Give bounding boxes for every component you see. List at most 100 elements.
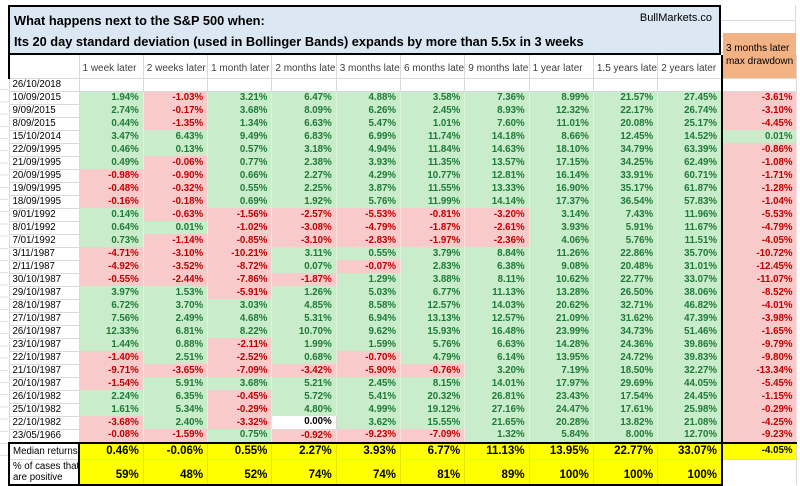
- return-cell: 39.86%: [657, 338, 723, 351]
- table-row: 26/10/2018: [9, 78, 798, 92]
- table-row: 23/10/1987 1.44% 0.88% -2.11% 1.99% 1.59% 5.76…: [9, 338, 798, 352]
- return-cell: 4.29%: [336, 169, 401, 182]
- row-date: 18/09/1995: [9, 195, 80, 209]
- return-cell: 2.40%: [143, 416, 209, 429]
- percent-positive-label: % of cases that are positive: [8, 459, 80, 486]
- return-cell: -0.98%: [79, 169, 144, 182]
- table-row: 3/11/1987 -4.71% -3.10% -10.21% 3.11% 0.55% 3.…: [9, 247, 798, 261]
- row-date: 15/10/2014: [9, 130, 80, 144]
- table-row: 26/10/1987 12.33% 6.81% 8.22% 10.70% 9.62% 15.…: [9, 325, 798, 339]
- return-cell: 19.12%: [400, 403, 466, 416]
- row-date: 22/10/1987: [9, 351, 80, 365]
- return-cell: [529, 78, 594, 92]
- drawdown-cell: -4.01%: [720, 299, 798, 312]
- return-cell: 46.82%: [657, 299, 723, 312]
- return-cell: 5.91%: [143, 377, 209, 390]
- return-cell: 0.14%: [79, 208, 144, 221]
- return-cell: 24.47%: [529, 403, 594, 416]
- return-cell: 24.45%: [657, 390, 723, 403]
- return-cell: -2.36%: [464, 234, 530, 247]
- return-cell: 21.65%: [464, 416, 530, 429]
- return-cell: 29.69%: [593, 377, 659, 390]
- left-margin-gridlines: [0, 78, 8, 464]
- row-date: 10/09/2015: [9, 91, 80, 105]
- return-cell: 3.20%: [464, 364, 530, 377]
- return-cell: 11.96%: [657, 208, 723, 221]
- return-cell: 24.36%: [593, 338, 659, 351]
- return-cell: -3.32%: [207, 416, 273, 429]
- return-cell: 14.18%: [464, 130, 530, 143]
- return-cell: 2.25%: [271, 182, 337, 195]
- return-cell: 5.72%: [271, 390, 337, 403]
- return-cell: 3.58%: [400, 91, 466, 104]
- return-cell: 11.26%: [529, 247, 594, 260]
- return-cell: 4.88%: [336, 91, 401, 104]
- table-row: 20/09/1995 -0.98% -0.90% 0.66% 2.27% 4.29% 10.…: [9, 169, 798, 183]
- return-cell: -3.65%: [143, 364, 209, 377]
- return-cell: -9.23%: [336, 429, 401, 443]
- return-cell: 22.86%: [593, 247, 659, 260]
- table-row: 23/05/1966 -0.08% -1.59% 0.75% -0.92% -9.23% -…: [9, 429, 798, 443]
- return-cell: 14.63%: [464, 143, 530, 156]
- return-cell: 1.92%: [271, 195, 337, 208]
- return-cell: 0.64%: [79, 221, 144, 234]
- return-cell: 16.48%: [464, 325, 530, 338]
- return-cell: 0.00%: [271, 416, 337, 430]
- return-cell: -1.35%: [143, 117, 209, 130]
- table-row: 30/10/1987 -0.55% -2.44% -7.86% -1.87% 1.29% 3…: [9, 273, 798, 287]
- return-cell: 6.35%: [143, 390, 209, 403]
- drawdown-cell: 0.01%: [720, 130, 798, 143]
- return-cell: 25.17%: [657, 117, 723, 130]
- drawdown-cell: -4.79%: [720, 221, 798, 234]
- return-cell: 27.45%: [657, 91, 723, 104]
- return-cell: -4.92%: [79, 260, 144, 273]
- row-date: 27/10/1987: [9, 312, 80, 326]
- drawdown-cell: -4.25%: [720, 416, 798, 429]
- return-cell: 3.21%: [207, 91, 273, 104]
- drawdown-header-line-2: max drawdown: [725, 56, 794, 67]
- return-cell: 6.81%: [143, 325, 209, 338]
- return-cell: -7.09%: [207, 364, 273, 377]
- return-cell: 5.41%: [336, 390, 401, 403]
- return-cell: 14.28%: [529, 338, 594, 351]
- median-cell: 3.93%: [336, 441, 401, 460]
- return-cell: 61.87%: [657, 182, 723, 195]
- table-row: 21/09/1995 0.49% -0.06% 0.77% 2.38% 3.93% 11.3…: [9, 156, 798, 170]
- column-header: 6 months later: [400, 55, 466, 79]
- return-cell: -3.52%: [143, 260, 209, 273]
- return-cell: 17.97%: [529, 377, 594, 390]
- return-cell: 44.05%: [657, 377, 723, 390]
- row-date: 23/05/1966: [9, 429, 80, 443]
- return-cell: 0.69%: [207, 195, 273, 208]
- return-cell: 11.51%: [657, 234, 723, 247]
- return-cell: -0.63%: [143, 208, 209, 221]
- row-date: 2/11/1987: [9, 260, 80, 274]
- percent-positive-cell: 52%: [207, 459, 273, 486]
- table-row: 18/09/1995 -0.16% -0.18% 0.69% 1.92% 5.76% 11.…: [9, 195, 798, 209]
- return-cell: 7.43%: [593, 208, 659, 221]
- return-cell: 21.09%: [529, 312, 594, 325]
- return-cell: -3.42%: [271, 364, 337, 377]
- return-cell: 17.54%: [593, 390, 659, 403]
- return-cell: 35.70%: [657, 247, 723, 260]
- row-date: 22/09/1995: [9, 143, 80, 157]
- column-header: 2 years later: [657, 55, 723, 79]
- return-cell: -0.45%: [207, 390, 273, 403]
- return-cell: [336, 78, 401, 92]
- return-cell: -2.61%: [464, 221, 530, 234]
- return-cell: -0.17%: [143, 104, 209, 117]
- row-date: 9/01/1992: [9, 208, 80, 222]
- return-cell: 3.68%: [207, 377, 273, 390]
- drawdown-cell: -1.71%: [720, 169, 798, 182]
- return-cell: 20.28%: [529, 416, 594, 429]
- return-cell: -1.56%: [207, 208, 273, 221]
- row-date: 21/09/1995: [9, 156, 80, 170]
- return-cell: 16.90%: [529, 182, 594, 195]
- return-cell: 63.39%: [657, 143, 723, 156]
- return-cell: 33.91%: [593, 169, 659, 182]
- column-header: 2 months later: [271, 55, 337, 79]
- drawdown-cell: -0.86%: [720, 143, 798, 156]
- return-cell: 12.32%: [529, 104, 594, 117]
- return-cell: 39.83%: [657, 351, 723, 364]
- return-cell: -0.92%: [271, 429, 337, 443]
